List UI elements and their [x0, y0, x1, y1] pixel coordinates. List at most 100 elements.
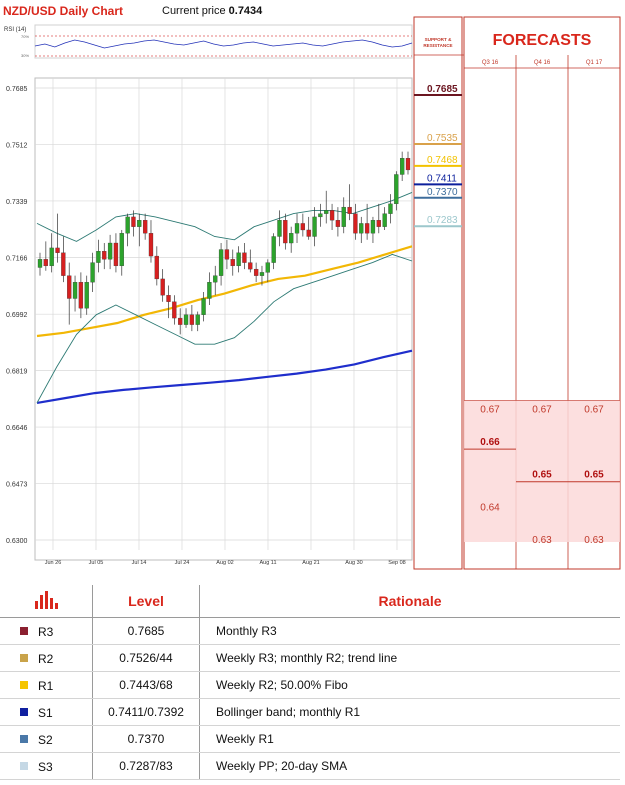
- candle-body: [283, 220, 288, 244]
- forecast-quarter-label: Q4 16: [534, 60, 551, 66]
- rsi-line: [34, 39, 413, 49]
- candle-body: [148, 233, 154, 257]
- level-value: 0.7411/0.7392: [92, 698, 200, 726]
- y-tick-label: 0.6646: [6, 425, 28, 432]
- y-tick-label: 0.7166: [6, 255, 28, 262]
- level-value: 0.7287/83: [92, 752, 200, 780]
- candle-body: [43, 259, 48, 267]
- candle-body: [207, 282, 212, 299]
- forecast-quarter-label: Q3 16: [482, 60, 499, 66]
- current-price-value: 0.7434: [228, 5, 263, 17]
- level-color-swatch: [20, 681, 28, 690]
- rsi-level-upper: 70%: [21, 34, 29, 39]
- candle-body: [359, 223, 364, 234]
- candle-body: [400, 158, 405, 175]
- candle-body: [370, 220, 376, 234]
- candle-body: [195, 314, 200, 325]
- candle-body: [312, 216, 317, 237]
- candle-body: [318, 213, 323, 218]
- sr-level-label: 0.7283: [427, 215, 458, 226]
- candle-body: [248, 262, 253, 270]
- candle-body: [265, 262, 270, 273]
- candle-body: [49, 247, 54, 267]
- x-tick-label: Jul 05: [89, 560, 104, 566]
- candle-body: [382, 213, 387, 227]
- level-name-cell: R1: [0, 671, 93, 699]
- candle-body: [84, 282, 89, 309]
- forecast-value: 0.66: [480, 437, 500, 448]
- forecast-range-shade: [464, 400, 620, 542]
- rationale-rows: R3 0.7685 Monthly R3 R2 0.7526/44 Weekly R3; …: [0, 617, 620, 780]
- chart-title: NZD/USD Daily Chart: [3, 4, 124, 18]
- level-name-cell: S1: [0, 698, 93, 726]
- level-color-swatch: [20, 708, 28, 717]
- candle-body: [259, 272, 265, 276]
- level-rationale: Weekly R1: [199, 725, 620, 753]
- candle-body: [125, 216, 130, 234]
- current-price: Current price 0.7434: [162, 5, 262, 17]
- level-name: S1: [38, 705, 53, 720]
- candle-body: [113, 242, 119, 267]
- candle-body: [172, 301, 177, 319]
- level-color-swatch: [20, 762, 28, 771]
- x-tick-label: Jul 24: [175, 560, 190, 566]
- candle-body: [294, 223, 300, 234]
- candle-body: [107, 242, 113, 260]
- level-header: Level: [92, 585, 200, 618]
- level-rationale: Bollinger band; monthly R1: [199, 698, 620, 726]
- level-name-cell: S3: [0, 752, 93, 780]
- rationale-table: Level Rationale R3 0.7685 Monthly R3 R2 0.75…: [0, 585, 620, 780]
- forecast-value: 0.63: [532, 535, 552, 546]
- sr-level-label: 0.7685: [427, 84, 458, 95]
- candle-body: [55, 247, 60, 253]
- level-name-cell: S2: [0, 725, 93, 753]
- candle-body: [61, 252, 66, 276]
- candle-body: [96, 251, 101, 263]
- candle-body: [376, 220, 381, 227]
- y-tick-label: 0.7339: [6, 199, 28, 206]
- candle-body: [224, 249, 230, 260]
- y-tick-label: 0.6819: [6, 369, 28, 376]
- candle-body: [353, 213, 358, 234]
- candle-body: [306, 229, 311, 237]
- forecast-value: 0.67: [584, 404, 604, 415]
- candle-body: [142, 220, 148, 234]
- candle-body: [324, 210, 329, 214]
- candle-body: [289, 233, 294, 244]
- x-tick-label: Aug 21: [302, 560, 319, 566]
- table-row: S2 0.7370 Weekly R1: [0, 725, 620, 753]
- y-tick-label: 0.6300: [6, 538, 28, 545]
- candle-body: [347, 206, 352, 214]
- level-rationale: Monthly R3: [199, 617, 620, 645]
- candle-body: [236, 252, 241, 267]
- table-row: R2 0.7526/44 Weekly R3; monthly R2; trend …: [0, 644, 620, 672]
- x-tick-label: Aug 11: [259, 560, 276, 566]
- candle-body: [166, 295, 171, 302]
- level-color-swatch: [20, 735, 28, 744]
- level-name-cell: R3: [0, 617, 93, 645]
- x-tick-label: Sep 08: [388, 560, 405, 566]
- forecasts-title: FORECASTS: [493, 32, 592, 49]
- candle-body: [154, 255, 159, 280]
- rsi-level-lower: 30%: [21, 53, 29, 58]
- candle-body: [119, 233, 124, 267]
- candle-body: [78, 282, 84, 309]
- level-rationale: Weekly R2; 50.00% Fibo: [199, 671, 620, 699]
- candle-body: [218, 249, 224, 276]
- forecast-value: 0.67: [532, 404, 552, 415]
- candle-body: [102, 251, 107, 260]
- sr-header: SUPPORT & RESISTANCE: [423, 37, 452, 48]
- level-value: 0.7685: [92, 617, 200, 645]
- table-row: S1 0.7411/0.7392 Bollinger band; monthly R…: [0, 698, 620, 726]
- level-name: S3: [38, 759, 53, 774]
- candle-body: [131, 216, 136, 227]
- candle-body: [341, 206, 346, 227]
- level-value: 0.7526/44: [92, 644, 200, 672]
- rationale-header: Rationale: [199, 585, 620, 618]
- rsi-label: RSI (14): [4, 27, 26, 33]
- level-rationale: Weekly PP; 20-day SMA: [199, 752, 620, 780]
- candle-body: [271, 236, 276, 263]
- plot-frame: [34, 77, 413, 561]
- candle-body: [201, 298, 206, 315]
- x-tick-label: Jul 14: [132, 560, 147, 566]
